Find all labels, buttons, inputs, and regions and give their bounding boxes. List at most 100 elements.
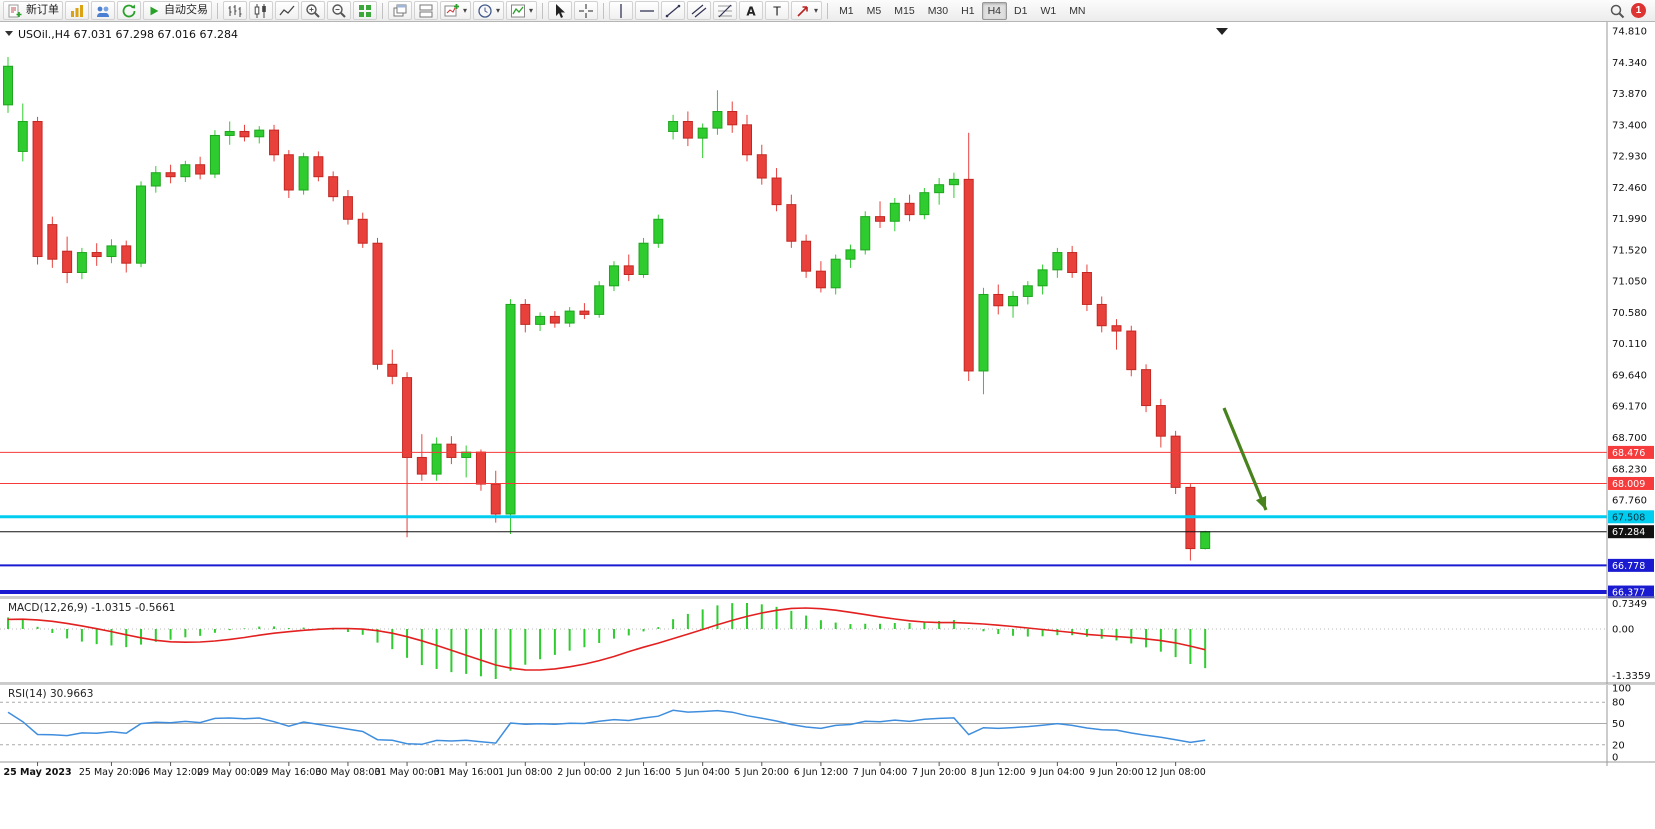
timeframe-D1[interactable]: D1	[1008, 2, 1033, 20]
price-badge	[1608, 445, 1654, 459]
period-button[interactable]: ▾	[473, 1, 505, 20]
candle-body	[32, 120, 43, 258]
candle-body	[121, 245, 132, 264]
time-tick-label: 5 Jun 04:00	[676, 767, 730, 778]
candlestick-type-button[interactable]	[249, 1, 273, 20]
indicators-button[interactable]: ▾	[506, 1, 538, 20]
refresh-button[interactable]	[117, 1, 141, 20]
candle-body	[283, 154, 294, 191]
vertical-line-tool-button[interactable]	[609, 1, 634, 20]
candle-body	[904, 202, 915, 216]
trend-arrow[interactable]	[1222, 407, 1268, 511]
candle-body	[402, 377, 413, 458]
time-tick-label: 29 May 00:00	[197, 767, 262, 778]
zoom-in-button[interactable]	[301, 1, 325, 20]
text-tool-button[interactable]: A	[739, 1, 764, 20]
crosshair-button[interactable]	[574, 1, 599, 20]
candle-body	[106, 245, 117, 258]
price-badge	[1608, 525, 1654, 539]
price-tick-label: 68.230	[1612, 464, 1647, 475]
time-tick-label: 25 May 20:00	[79, 767, 144, 778]
charts-button[interactable]	[65, 1, 89, 20]
toolbar-separator	[382, 2, 383, 19]
candle-body	[1081, 272, 1092, 305]
rsi-line	[7, 709, 1206, 746]
candle-body	[91, 252, 102, 258]
horizontal-line-icon	[639, 3, 655, 19]
trendline-tool-button[interactable]	[661, 1, 686, 20]
candle-body	[756, 154, 767, 179]
auto-trading-label: 自动交易	[164, 4, 208, 16]
symbol-info: USOil.,H4 67.031 67.298 67.016 67.284	[18, 28, 238, 41]
price-badge	[1608, 558, 1654, 572]
timeframe-H4[interactable]: H4	[981, 1, 1007, 20]
time-tick-label: 2 Jun 16:00	[616, 767, 670, 778]
candlestick-icon	[253, 3, 269, 19]
macd-signal-line	[7, 607, 1206, 671]
price-badge-label: 67.508	[1612, 512, 1645, 523]
timeframe-M5[interactable]: M5	[861, 2, 888, 20]
price-tick-label: 68.700	[1612, 433, 1647, 444]
one-click-trading-toggle[interactable]	[5, 31, 13, 36]
timeframe-H1[interactable]: H1	[955, 2, 980, 20]
price-tick-label: 71.050	[1612, 277, 1647, 288]
candle-body	[712, 111, 723, 129]
line-chart-type-button[interactable]	[275, 1, 299, 20]
candle-body	[209, 134, 220, 175]
time-tick-label: 31 May 00:00	[374, 767, 439, 778]
tile-horizontal-button[interactable]	[414, 1, 438, 20]
candle-body	[357, 218, 368, 244]
price-tick-label: 72.460	[1612, 183, 1647, 194]
candle-body	[786, 204, 797, 242]
community-button[interactable]	[91, 1, 115, 20]
trend-arrow-head	[1255, 495, 1267, 510]
new-chart-button[interactable]: ▾	[440, 1, 472, 20]
candle-body	[372, 242, 383, 365]
candle-body	[520, 303, 531, 325]
cursor-icon	[552, 3, 568, 19]
chart-shift-marker[interactable]	[1216, 28, 1228, 35]
toolbar-separator	[603, 2, 605, 19]
price-tick-label: 70.580	[1612, 308, 1647, 319]
timeframe-M1[interactable]: M1	[833, 2, 860, 20]
arrow-object-icon	[795, 3, 811, 19]
rsi-label: RSI(14) 30.9663	[8, 688, 93, 700]
notification-badge[interactable]: 1	[1631, 3, 1646, 18]
timeframe-M15[interactable]: M15	[888, 2, 920, 20]
arrows-tool-button[interactable]: ▾	[791, 1, 823, 20]
timeframe-M30[interactable]: M30	[922, 2, 954, 20]
label-tool-button[interactable]: T	[765, 1, 790, 20]
candle-body	[224, 130, 235, 136]
channel-tool-button[interactable]	[687, 1, 712, 20]
candle-body	[76, 252, 87, 274]
fibonacci-tool-button[interactable]	[713, 1, 738, 20]
chart-area[interactable]: USOil.,H4 67.031 67.298 67.016 67.284 74.…	[0, 22, 1655, 829]
time-tick-label: 9 Jun 20:00	[1089, 767, 1143, 778]
horizontal-line-tool-button[interactable]	[635, 1, 660, 20]
candle-body	[431, 443, 442, 475]
timeframe-W1[interactable]: W1	[1034, 2, 1062, 20]
cursor-button[interactable]	[548, 1, 573, 20]
search-button[interactable]	[1605, 1, 1629, 20]
auto-trading-button[interactable]: 自动交易	[143, 1, 212, 20]
price-badge	[1608, 476, 1654, 490]
price-tick-label: 67.760	[1612, 496, 1647, 507]
dropdown-caret: ▾	[463, 5, 468, 15]
candle-body	[682, 120, 693, 139]
dropdown-caret: ▾	[814, 5, 819, 15]
bar-chart-type-button[interactable]	[223, 1, 247, 20]
candle-body	[1052, 252, 1063, 271]
price-tick-label: 70.110	[1612, 339, 1647, 350]
toolbar-separator	[217, 2, 218, 19]
price-tick-label: 73.400	[1612, 120, 1647, 131]
cascade-windows-button[interactable]	[388, 1, 412, 20]
toolbar-separator	[827, 2, 829, 19]
candle-body	[875, 216, 886, 222]
rsi-scale-label: 0	[1612, 753, 1618, 764]
tile-windows-button[interactable]	[353, 1, 377, 20]
candle-body	[239, 130, 250, 138]
zoom-out-button[interactable]	[327, 1, 351, 20]
time-tick-label: 25 May 2023	[4, 767, 72, 778]
timeframe-MN[interactable]: MN	[1063, 2, 1091, 20]
new-order-button[interactable]: 新订单	[3, 1, 63, 20]
